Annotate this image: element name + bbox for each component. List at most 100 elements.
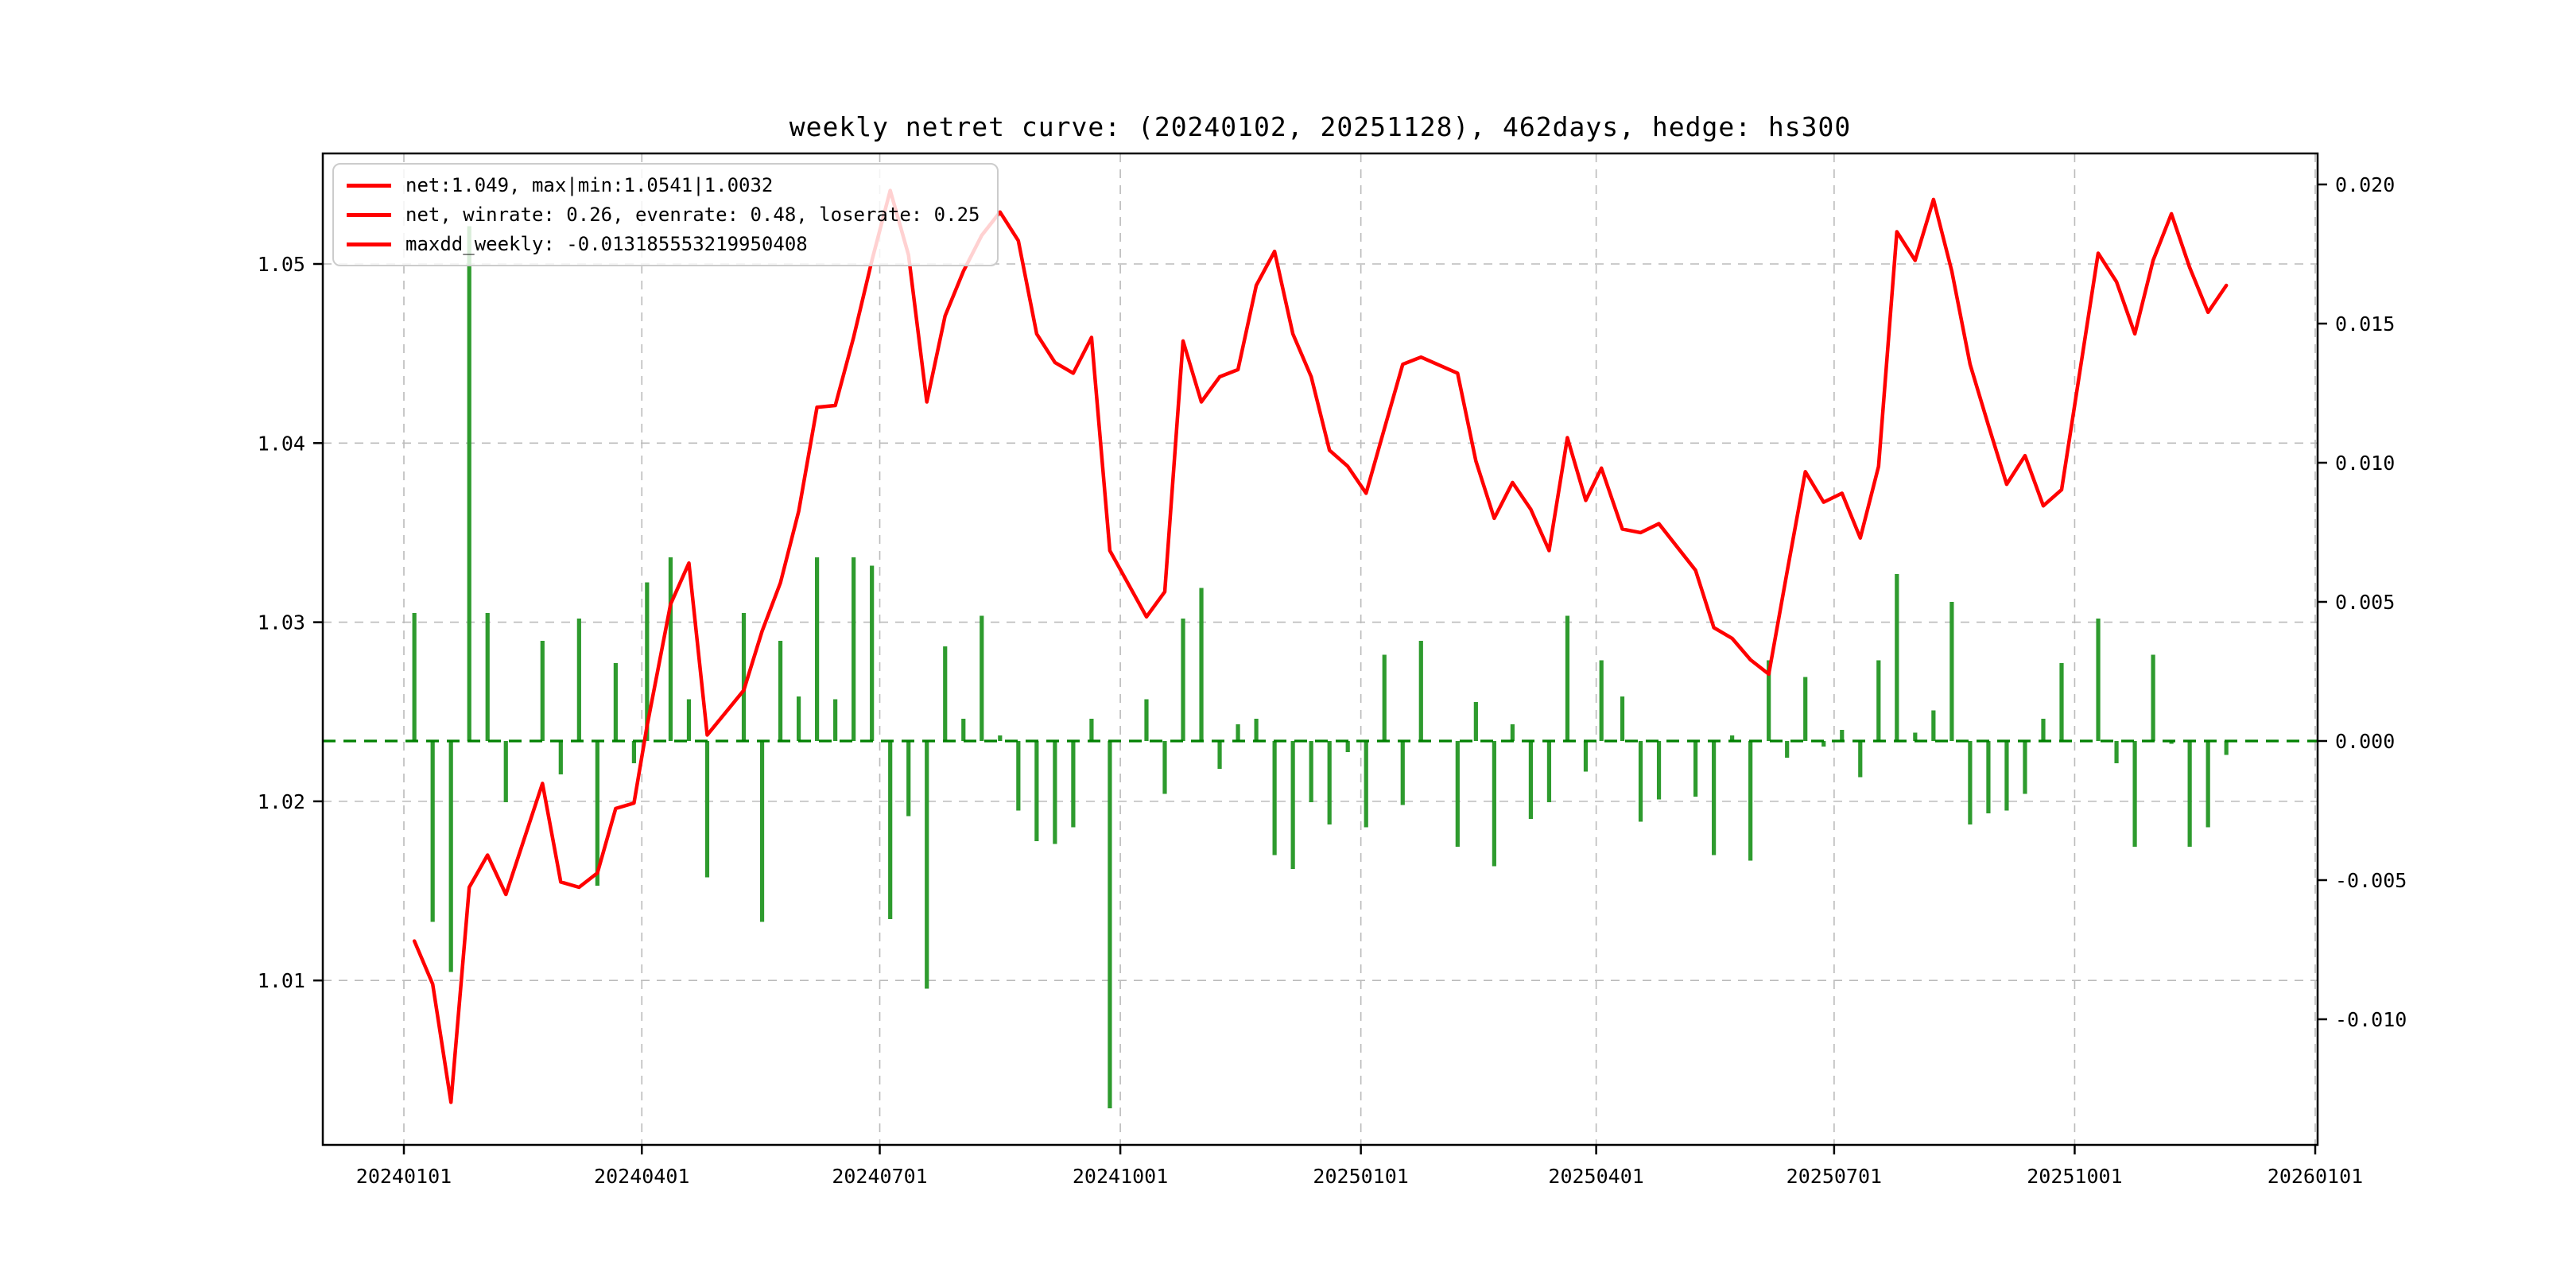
weekly-return-bar [1858, 741, 1863, 778]
weekly-return-bar [1327, 741, 1332, 824]
weekly-return-bar [980, 615, 984, 741]
legend-line-swatch [347, 212, 391, 217]
right-axis-tick-label: -0.005 [2335, 869, 2407, 892]
weekly-return-bar [1986, 741, 1991, 813]
weekly-return-bar [1309, 741, 1313, 802]
x-axis-tick-label: 20250101 [1313, 1165, 1408, 1188]
weekly-return-bar [2224, 741, 2229, 755]
x-axis-tick-label: 20241001 [1073, 1165, 1168, 1188]
legend: net:1.049, max|min:1.0541|1.0032 net, wi… [332, 163, 999, 266]
legend-line-swatch [347, 183, 391, 188]
weekly-return-bar [668, 557, 673, 741]
weekly-return-bar [1272, 741, 1277, 855]
weekly-return-bar [1528, 741, 1534, 819]
weekly-return-bar [998, 735, 1003, 741]
weekly-return-bar [906, 741, 911, 817]
weekly-return-bar [1712, 741, 1717, 855]
weekly-return-bar [1565, 615, 1570, 741]
weekly-return-bar [741, 613, 747, 741]
weekly-return-bar [558, 741, 563, 774]
weekly-return-bar [448, 741, 453, 972]
weekly-return-bar [778, 641, 783, 741]
weekly-return-bar [430, 741, 435, 922]
weekly-return-bar [759, 741, 765, 922]
weekly-return-bar [576, 619, 581, 741]
weekly-return-bar [631, 741, 637, 763]
left-axis-tick-label: 1.05 [258, 253, 305, 276]
x-axis-tick-label: 20240701 [832, 1165, 927, 1188]
weekly-return-bar [1510, 724, 1515, 741]
weekly-return-bar [1016, 741, 1021, 811]
weekly-return-bar [1455, 741, 1460, 847]
right-axis-tick-label: 0.020 [2335, 173, 2395, 196]
weekly-return-bar [2206, 741, 2210, 828]
weekly-return-bar [2041, 719, 2046, 741]
legend-line-swatch [347, 242, 391, 246]
weekly-return-bar [1236, 724, 1240, 741]
weekly-return-bar [540, 641, 545, 741]
x-axis-tick-label: 20250401 [1548, 1165, 1643, 1188]
weekly-return-bar [1656, 741, 1662, 800]
weekly-return-bar [467, 226, 471, 741]
weekly-return-bar [1418, 641, 1423, 741]
weekly-return-bar [1748, 741, 1753, 861]
x-axis-tick-label: 20240101 [356, 1165, 452, 1188]
weekly-return-bar [1290, 741, 1295, 869]
weekly-return-bar [870, 565, 875, 741]
weekly-return-bar [1492, 741, 1496, 867]
weekly-return-bar [961, 719, 966, 741]
weekly-return-bar [613, 663, 618, 741]
weekly-return-bar [1913, 732, 1918, 741]
weekly-return-bar [503, 741, 508, 802]
weekly-return-bar [1071, 741, 1076, 828]
weekly-return-bar [1254, 719, 1259, 741]
weekly-return-bar [1821, 741, 1826, 747]
weekly-return-bar [1382, 654, 1387, 741]
weekly-return-bar [1876, 660, 1881, 741]
weekly-return-bar [1620, 696, 1625, 741]
weekly-return-bar [1693, 741, 1698, 797]
weekly-return-bar [595, 741, 599, 886]
net-curve-line [412, 188, 2229, 1104]
axes-spines [321, 152, 2319, 1146]
legend-item-label: maxdd_weekly: -0.013185553219950408 [405, 233, 808, 255]
weekly-return-bar [1199, 588, 1204, 741]
weekly-return-bar [412, 613, 417, 741]
weekly-return-bar [888, 741, 893, 919]
weekly-return-bar [852, 557, 856, 741]
right-axis-tick-label: 0.015 [2335, 312, 2395, 336]
right-axis-tick-label: 0.005 [2335, 591, 2395, 614]
weekly-return-bar [1473, 702, 1478, 741]
weekly-return-bar [485, 613, 490, 741]
weekly-return-bar [1108, 741, 1112, 1108]
weekly-return-bar [2096, 619, 2101, 741]
weekly-return-bar [943, 646, 948, 741]
weekly-return-bar [1546, 741, 1552, 802]
weekly-return-bar [1217, 741, 1222, 769]
weekly-return-bar [1345, 741, 1350, 752]
legend-item: net, winrate: 0.26, evenrate: 0.48, lose… [347, 204, 980, 226]
weekly-return-bar [1931, 710, 1936, 741]
left-axis-tick-label: 1.03 [258, 611, 305, 634]
weekly-return-bar [2114, 741, 2119, 763]
x-axis-tick-label: 20240401 [594, 1165, 689, 1188]
weekly-return-bar [1089, 719, 1094, 741]
weekly-return-bar [2132, 741, 2137, 847]
weekly-return-bar [1840, 730, 1845, 741]
weekly-return-bar [2004, 741, 2009, 811]
weekly-return-bar [2187, 741, 2192, 847]
x-axis-tick-label: 20250701 [1787, 1165, 1882, 1188]
weekly-return-bar [796, 696, 801, 741]
weekly-return-bar [1034, 741, 1039, 841]
weekly-return-bar [686, 699, 692, 741]
legend-item-label: net:1.049, max|min:1.0541|1.0032 [405, 174, 774, 196]
weekly-return-bar [1181, 619, 1185, 741]
weekly-return-bar [1767, 660, 1771, 741]
weekly-return-bar [1895, 574, 1899, 741]
weekly-return-bar [1583, 741, 1589, 772]
weekly-return-bar [925, 741, 929, 989]
weekly-return-bar [1785, 741, 1790, 758]
chart-title: weekly netret curve: (20240102, 20251128… [789, 111, 1852, 142]
legend-item: net:1.049, max|min:1.0541|1.0032 [347, 174, 980, 196]
